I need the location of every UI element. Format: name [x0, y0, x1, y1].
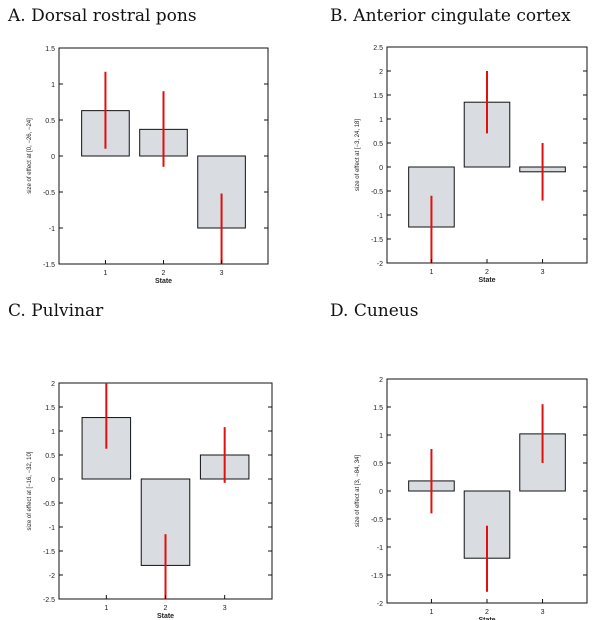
panel-a-ytick-label: -0.5	[43, 190, 55, 197]
panel-d-ytick-label: -1	[377, 545, 383, 552]
panel-c-title: C. Pulvinar	[8, 301, 104, 321]
panel-b-ytick-label: -2	[377, 261, 383, 268]
panel-d-title: D. Cuneus	[330, 301, 419, 321]
panel-c-xtick-label: 2	[164, 605, 168, 612]
panel-a-ylabel: size of effect at [0, −26, −24]	[27, 118, 33, 194]
panel-d-xtick-label: 2	[485, 609, 489, 616]
panel-d-ytick-label: 0.5	[373, 461, 383, 468]
panel-c-ytick-label: -0.5	[43, 501, 55, 508]
panel-a-ytick-label: 0	[51, 154, 55, 161]
panel-c-ytick-label: -1	[49, 525, 55, 532]
panel-d-ytick-label: -2	[377, 601, 383, 608]
panel-c-ytick-label: -1.5	[43, 549, 55, 556]
panel-a-title: A. Dorsal rostral pons	[8, 6, 197, 26]
panel-a-ytick-label: -1	[49, 226, 55, 233]
panel-d-ylabel: size of effect at [3, −84, 34]	[355, 455, 361, 527]
panel-a-ytick-label: 1.5	[45, 46, 55, 53]
panel-d-xlabel: State	[478, 617, 495, 620]
panel-a-ytick-label: 0.5	[45, 118, 55, 125]
panel-d-xtick-label: 1	[429, 609, 433, 616]
panel-d-ytick-label: -1.5	[371, 573, 383, 580]
panel-c-ylabel: size of effect at [−16, −32, 10]	[27, 451, 33, 530]
panel-c-xlabel: State	[157, 613, 174, 620]
panel-d-ytick-label: 0	[379, 489, 383, 496]
panel-b-ytick-label: 2.5	[373, 45, 383, 52]
panel-b-xtick-label: 2	[485, 269, 489, 276]
panel-a-ytick-label: 1	[51, 82, 55, 89]
panel-d-xtick-label: 3	[541, 609, 545, 616]
panel-b-xtick-label: 3	[541, 269, 545, 276]
panel-b-ytick-label: 0.5	[373, 141, 383, 148]
panel-c-ytick-label: 1.5	[45, 405, 55, 412]
panel-c-ytick-label: -2	[49, 573, 55, 580]
panel-c-ytick-label: 0.5	[45, 453, 55, 460]
panel-b-ytick-label: 2	[379, 69, 383, 76]
panel-c-xtick-label: 3	[223, 605, 227, 612]
panel-b-ytick-label: 1.5	[373, 93, 383, 100]
panel-c-xtick-label: 1	[104, 605, 108, 612]
panel-c-ytick-label: 0	[51, 477, 55, 484]
panel-a-ytick-label: -1.5	[43, 262, 55, 269]
panel-d-ytick-label: -0.5	[371, 517, 383, 524]
panel-d-ytick-label: 1	[379, 433, 383, 440]
panel-c-ytick-label: 1	[51, 429, 55, 436]
panel-b-ytick-label: 1	[379, 117, 383, 124]
panel-b-xtick-label: 1	[429, 269, 433, 276]
panel-b-ytick-label: -1	[377, 213, 383, 220]
panel-b-title: B. Anterior cingulate cortex	[330, 6, 571, 26]
panel-b-ylabel: size of effect at [−3, 24, 18]	[355, 119, 361, 191]
panel-a-xtick-label: 3	[220, 270, 224, 277]
panel-c-ytick-label: 2	[51, 381, 55, 388]
panel-c-ytick-label: -2.5	[43, 597, 55, 604]
panel-b-ytick-label: -0.5	[371, 189, 383, 196]
panel-d-ytick-label: 2	[379, 377, 383, 384]
panel-a-xlabel: State	[155, 278, 172, 285]
panel-b-ytick-label: -1.5	[371, 237, 383, 244]
panel-b-ytick-label: 0	[379, 165, 383, 172]
panel-a-xtick-label: 2	[162, 270, 166, 277]
panel-d-ytick-label: 1.5	[373, 405, 383, 412]
panel-b-xlabel: State	[478, 277, 495, 284]
panel-a-xtick-label: 1	[103, 270, 107, 277]
